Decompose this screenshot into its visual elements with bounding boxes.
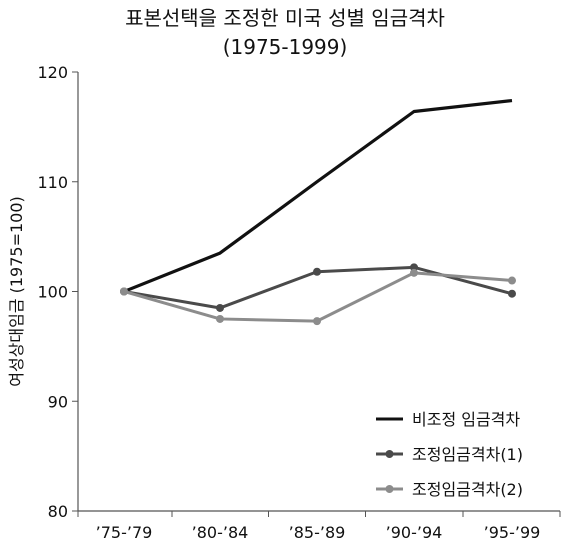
series-1 (123, 98, 513, 293)
data-point (216, 303, 224, 312)
y-axis-label: 여성상대임금 (1975=100) (7, 196, 26, 387)
legend-item-3: 조정임금격차(2) (376, 480, 523, 499)
legend-marker (385, 450, 394, 458)
x-tick-label: ’95-’99 (484, 523, 541, 542)
series-line (123, 271, 513, 323)
chart-title: 표본선택을 조정한 미국 성별 임금격차 (1975-1999) (0, 4, 570, 62)
data-point (216, 314, 224, 323)
chart-title-line-2: (1975-1999) (222, 35, 348, 59)
legend-marker (385, 485, 394, 493)
y-tick-label: 80 (48, 502, 68, 521)
series-layer (120, 98, 516, 326)
legend-label: 비조정 임금격차 (412, 410, 520, 429)
data-point (313, 267, 321, 276)
y-tick-label: 100 (37, 283, 68, 302)
y-tick-label: 120 (37, 63, 68, 82)
data-point (313, 317, 321, 326)
x-tick-label: ’75-’79 (96, 523, 153, 542)
x-tick-label: ’90-’94 (386, 523, 443, 542)
legend-item-2: 조정임금격차(1) (376, 445, 523, 464)
data-point (410, 263, 418, 272)
series-line (123, 98, 513, 293)
series-3 (120, 268, 516, 326)
legend-item-1: 비조정 임금격차 (376, 410, 520, 429)
x-tick-label: ’85-’89 (289, 523, 346, 542)
data-point (508, 289, 516, 298)
legend-label: 조정임금격차(1) (412, 445, 523, 464)
y-tick-label: 110 (37, 173, 68, 192)
y-tick-label: 90 (48, 392, 68, 411)
chart-title-line-1: 표본선택을 조정한 미국 성별 임금격차 (125, 6, 445, 30)
data-point (410, 268, 418, 277)
data-point (508, 276, 516, 285)
x-tick-label: ’80-’84 (192, 523, 249, 542)
chart-axes: 80 90 100 110 120 ’75-’79 ’80-’84 ’85-’89 ’90-’9… (7, 63, 561, 542)
legend-label: 조정임금격차(2) (412, 480, 523, 499)
data-point (120, 287, 128, 296)
